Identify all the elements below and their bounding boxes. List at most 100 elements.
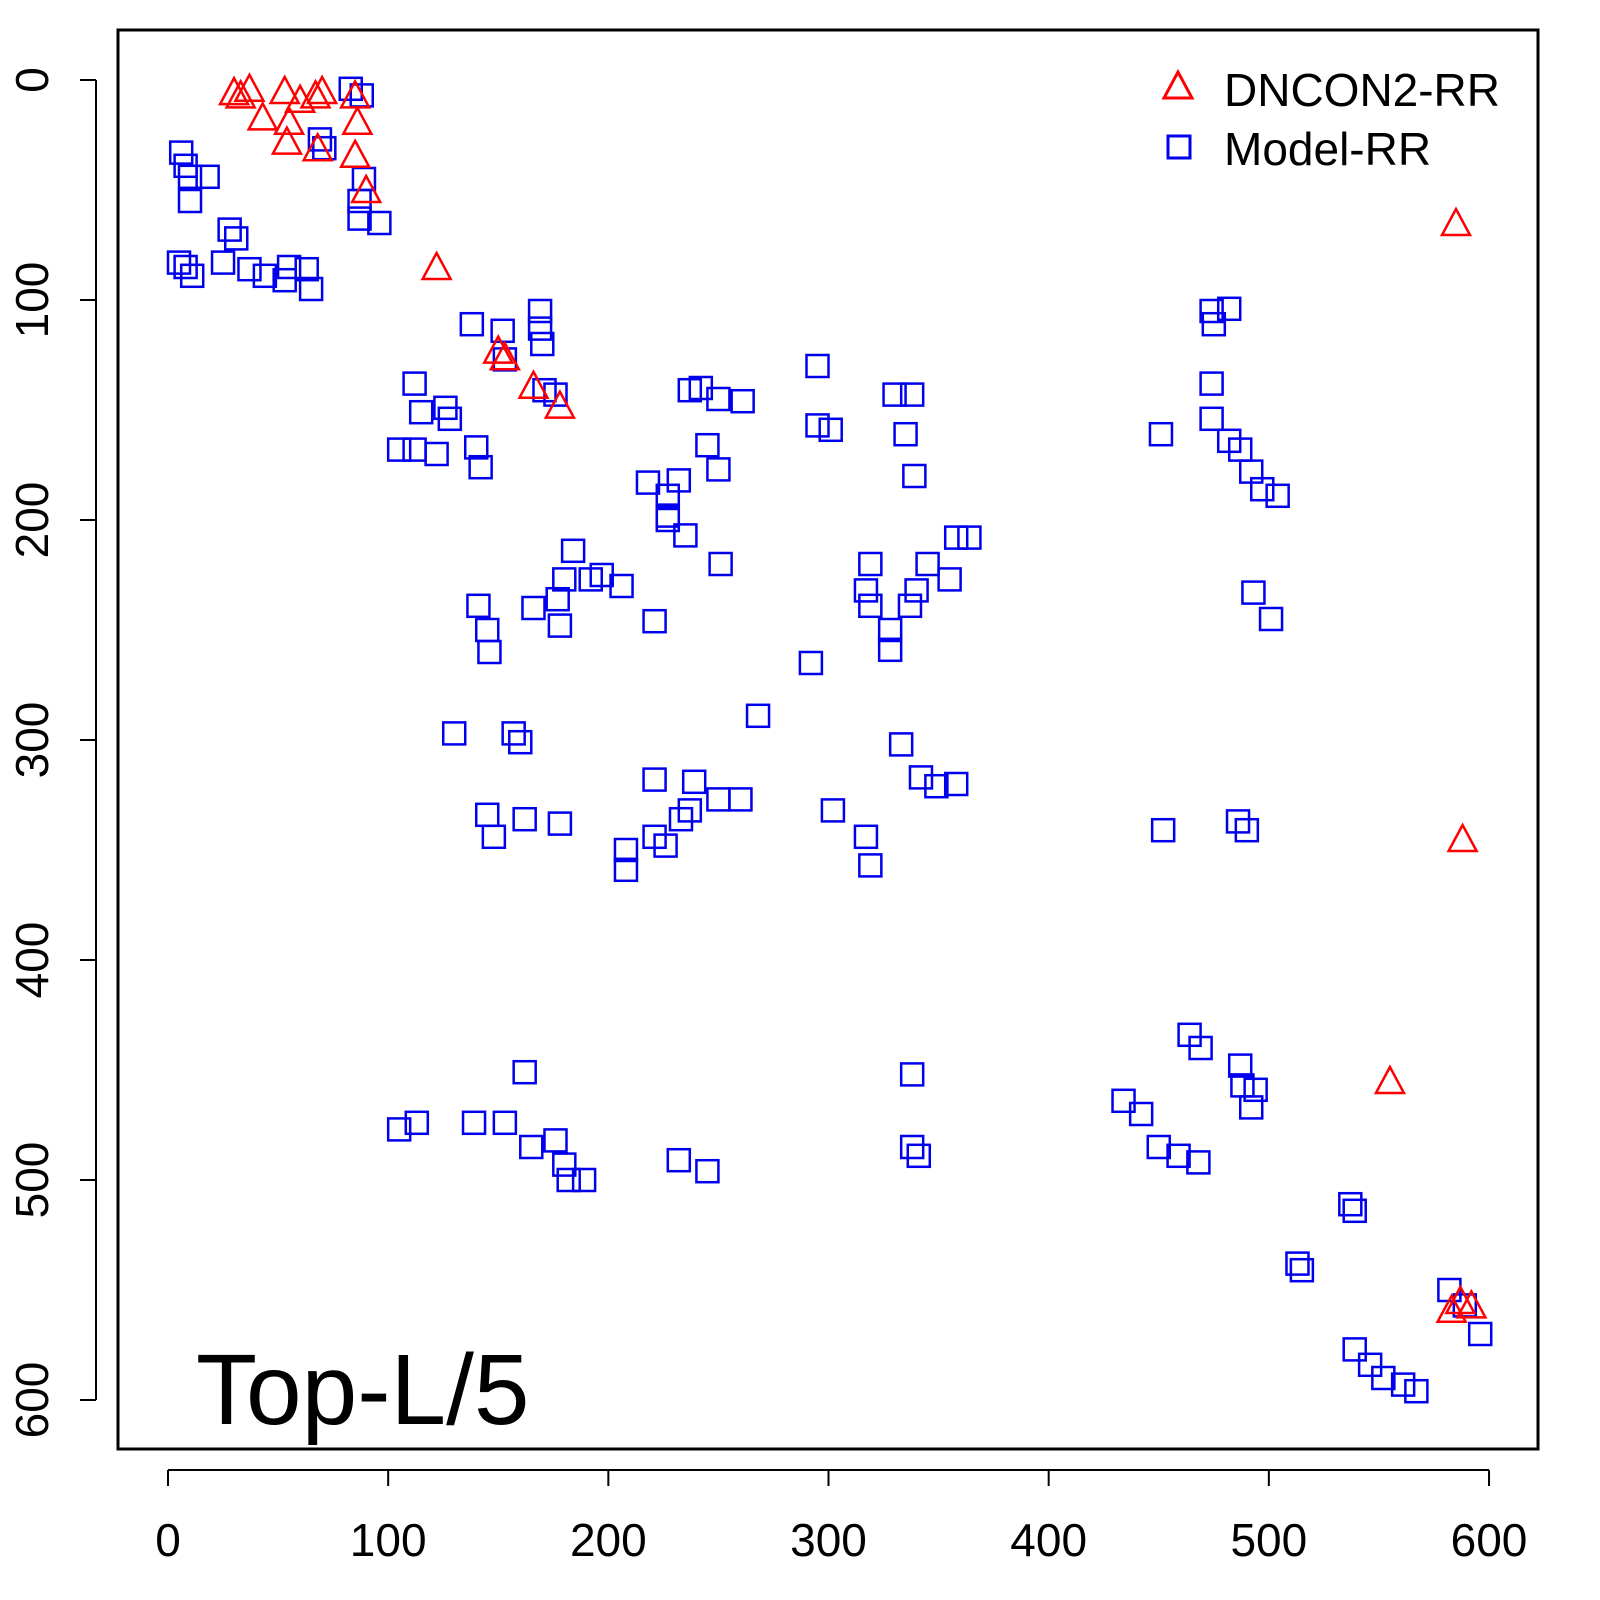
model-rr-point bbox=[877, 637, 903, 663]
x-tick-label: 0 bbox=[155, 1514, 181, 1566]
model-rr-point bbox=[635, 470, 661, 495]
dncon2-rr-point bbox=[224, 78, 257, 109]
model-rr-point bbox=[1342, 1198, 1367, 1224]
model-rr-point bbox=[858, 551, 883, 577]
model-rr-point bbox=[437, 406, 463, 432]
model-rr-point bbox=[858, 853, 883, 878]
model-rr-point bbox=[294, 256, 319, 282]
model-rr-point bbox=[728, 787, 753, 812]
model-rr-point bbox=[937, 567, 962, 592]
model-rr-point bbox=[1201, 311, 1227, 337]
model-rr-point bbox=[386, 1117, 412, 1142]
model-rr-point bbox=[1150, 817, 1176, 843]
x-tick-label: 200 bbox=[570, 1514, 647, 1566]
model-rr-point bbox=[1241, 580, 1266, 605]
dncon2-rr-point bbox=[233, 72, 266, 103]
model-rr-point bbox=[481, 824, 507, 850]
model-rr-point bbox=[508, 729, 533, 755]
model-rr-point bbox=[490, 318, 515, 344]
model-rr-point bbox=[527, 316, 553, 341]
dncon2-rr-point bbox=[350, 173, 383, 204]
model-rr-point bbox=[706, 386, 731, 412]
model-rr-point bbox=[530, 331, 555, 357]
dncon2-rr-point bbox=[268, 74, 301, 105]
y-tick-label: 200 bbox=[6, 482, 58, 559]
model-rr-point bbox=[915, 551, 940, 577]
legend-triangle-icon bbox=[1161, 68, 1195, 100]
dncon2-rr-point bbox=[341, 105, 374, 136]
model-rr-point bbox=[463, 435, 489, 460]
model-rr-point bbox=[695, 432, 720, 458]
model-rr-point bbox=[1227, 1053, 1253, 1078]
model-rr-point bbox=[818, 417, 843, 443]
model-rr-point bbox=[613, 837, 639, 863]
model-rr-point bbox=[408, 399, 434, 425]
model-rr-point bbox=[195, 164, 220, 190]
model-rr-point bbox=[853, 578, 879, 603]
legend: DNCON2-RR Model-RR bbox=[1161, 64, 1500, 175]
model-rr-point bbox=[424, 441, 449, 467]
model-rr-point bbox=[492, 1110, 518, 1136]
legend-label-model: Model-RR bbox=[1224, 123, 1431, 175]
y-tick-label: 500 bbox=[6, 1142, 58, 1219]
y-tick-label: 0 bbox=[6, 67, 58, 93]
model-rr-point bbox=[666, 1147, 692, 1173]
x-axis: 0 100 200 300 400 500 600 bbox=[155, 1469, 1527, 1566]
model-rr-point bbox=[899, 382, 925, 407]
legend-label-dncon2: DNCON2-RR bbox=[1224, 64, 1500, 116]
dncon2-rr-point bbox=[1439, 206, 1473, 237]
dncon2-rr-point bbox=[543, 388, 576, 419]
model-rr-point bbox=[805, 413, 830, 438]
model-rr-point bbox=[512, 1059, 537, 1085]
model-rr-point bbox=[560, 538, 586, 564]
model-rr-point bbox=[943, 525, 969, 550]
model-rr-point bbox=[1371, 1365, 1396, 1391]
model-rr-point bbox=[902, 463, 927, 489]
model-rr-point bbox=[1258, 606, 1284, 632]
model-rr-point bbox=[655, 507, 681, 533]
model-rr-point bbox=[547, 811, 573, 836]
model-rr-point bbox=[461, 1110, 487, 1136]
dncon2-rr-point bbox=[420, 250, 453, 281]
model-rr-point bbox=[1186, 1150, 1211, 1175]
model-rr-point bbox=[474, 617, 500, 643]
model-rr-point bbox=[858, 593, 883, 619]
model-rr-point bbox=[908, 765, 934, 790]
model-rr-point bbox=[853, 824, 879, 850]
model-rr-point bbox=[177, 188, 203, 214]
model-rr-point bbox=[820, 798, 846, 823]
model-rr-point bbox=[1188, 1035, 1213, 1061]
model-rr-point bbox=[543, 1128, 568, 1153]
model-rr-point bbox=[402, 371, 427, 396]
model-rr-point bbox=[673, 523, 698, 548]
dncon2-rr-point bbox=[1455, 1288, 1488, 1319]
model-rr-point bbox=[1265, 483, 1290, 509]
model-rr-point bbox=[1128, 1101, 1154, 1127]
y-tick-label: 400 bbox=[6, 922, 58, 999]
model-rr-point bbox=[298, 276, 324, 302]
model-rr-point bbox=[1225, 809, 1251, 834]
dncon2-rr-point bbox=[306, 74, 339, 105]
model-rr-point bbox=[668, 806, 694, 832]
y-tick-label: 600 bbox=[6, 1362, 58, 1439]
model-rr-point bbox=[677, 798, 703, 823]
model-rr-point bbox=[519, 1134, 544, 1160]
model-rr-point bbox=[1199, 406, 1224, 432]
model-rr-point bbox=[666, 468, 692, 493]
model-rr-point bbox=[1338, 1191, 1363, 1217]
dncon2-rr-point bbox=[301, 131, 334, 162]
model-rr-point bbox=[1199, 371, 1224, 396]
dncon2-rr-point bbox=[339, 138, 372, 169]
model-rr-point bbox=[459, 311, 485, 337]
model-rr-point bbox=[943, 771, 969, 797]
model-rr-point bbox=[745, 703, 771, 729]
model-rr-point bbox=[512, 806, 537, 832]
dncon2-rr-point bbox=[1373, 1064, 1407, 1095]
model-rr-point bbox=[613, 857, 639, 883]
model-rr-point bbox=[706, 787, 731, 812]
model-rr-point bbox=[276, 254, 302, 280]
model-rr-point bbox=[237, 256, 262, 282]
model-rr-point bbox=[552, 1152, 577, 1177]
chart-annotation: Top-L/5 bbox=[196, 1334, 530, 1446]
